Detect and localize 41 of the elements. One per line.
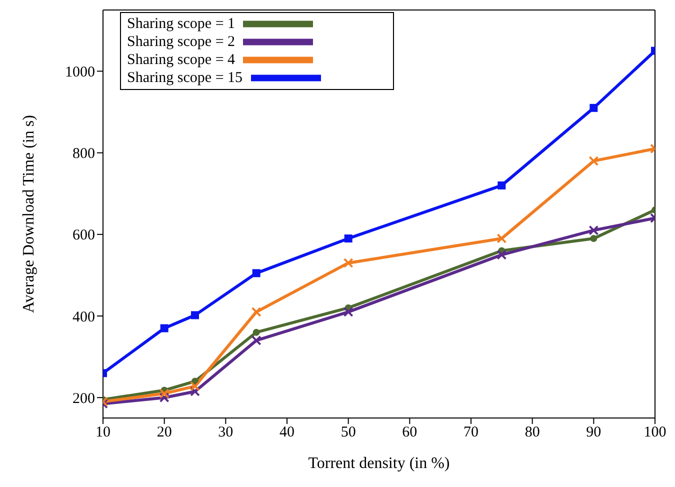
x-tick-label: 100: [644, 424, 666, 441]
y-tick-label: 800: [72, 146, 95, 162]
legend-label: Sharing scope = 4: [127, 52, 236, 68]
point: [498, 181, 506, 190]
point: [590, 104, 598, 112]
point: [191, 311, 199, 320]
x-tick-label: 70: [464, 424, 478, 441]
x-tick-label: 60: [402, 424, 418, 441]
x-axis-title: Torrent density (in %): [308, 455, 450, 472]
point: [588, 156, 599, 166]
x-tick-label: 40: [280, 424, 294, 441]
point: [190, 386, 200, 396]
legend-label: Sharing scope = 15: [127, 70, 243, 86]
x-tick-label: 20: [156, 424, 172, 441]
x-tick-label: 50: [340, 424, 356, 441]
point: [588, 225, 599, 236]
y-tick-label: 200: [72, 390, 95, 407]
point: [590, 234, 598, 242]
point: [343, 306, 354, 317]
legend-label: Sharing scope = 1: [127, 16, 236, 32]
point: [343, 258, 354, 268]
point: [251, 306, 262, 317]
point: [159, 392, 170, 403]
point: [496, 250, 507, 260]
y-tick-label: 1000: [65, 64, 95, 81]
y-tick-label: 400: [72, 309, 95, 326]
point: [252, 269, 260, 278]
point: [496, 233, 507, 244]
point: [160, 324, 168, 332]
legend-label: Sharing scope = 2: [127, 34, 236, 50]
point: [251, 335, 262, 346]
x-tick-label: 80: [524, 424, 540, 441]
y-tick-label: 600: [72, 228, 95, 244]
point: [252, 328, 260, 336]
point: [190, 381, 200, 392]
y-axis-title: Average Download Time (in s): [20, 115, 38, 313]
x-tick-label: 10: [96, 424, 110, 441]
point: [159, 388, 170, 399]
x-tick-label: 30: [218, 424, 234, 441]
point: [344, 234, 352, 242]
x-tick-label: 90: [586, 424, 602, 441]
